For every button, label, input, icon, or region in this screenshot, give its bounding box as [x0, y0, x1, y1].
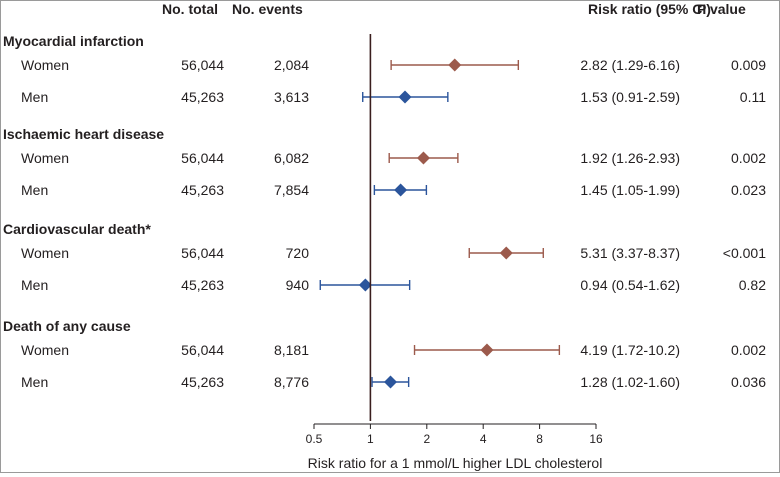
- row-label: Women: [21, 342, 69, 358]
- cell-risk-ratio: 1.92 (1.26-2.93): [580, 150, 680, 166]
- axis-tick-label: 2: [423, 432, 430, 446]
- cell-risk-ratio: 2.82 (1.29-6.16): [580, 57, 680, 73]
- cell-total: 56,044: [181, 245, 224, 261]
- cell-total: 56,044: [181, 342, 224, 358]
- point-estimate-diamond: [383, 375, 397, 389]
- cell-p-value: 0.82: [739, 277, 766, 293]
- cell-events: 8,181: [274, 342, 309, 358]
- cell-p-value: <0.001: [723, 245, 766, 261]
- header-p-value: P value: [697, 1, 746, 17]
- axis-tick-label: 4: [480, 432, 487, 446]
- cell-total: 45,263: [181, 374, 224, 390]
- axis-tick-label: 0.5: [306, 432, 323, 446]
- axis-tick-label: 16: [589, 432, 603, 446]
- cell-risk-ratio: 5.31 (3.37-8.37): [580, 245, 680, 261]
- axis-tick-label: 1: [367, 432, 374, 446]
- cell-p-value: 0.002: [731, 342, 766, 358]
- header-risk-ratio: Risk ratio (95% CI): [588, 1, 711, 17]
- cell-p-value: 0.009: [731, 57, 766, 73]
- row-label: Men: [21, 374, 48, 390]
- x-axis: 0.5 1 2 4 8 16: [306, 34, 603, 446]
- cell-events: 940: [286, 277, 310, 293]
- row-label: Women: [21, 150, 69, 166]
- cell-events: 2,084: [274, 57, 309, 73]
- cell-risk-ratio: 4.19 (1.72-10.2): [580, 342, 680, 358]
- point-estimate-diamond: [499, 246, 513, 260]
- cell-events: 7,854: [274, 182, 309, 198]
- cell-risk-ratio: 0.94 (0.54-1.62): [580, 277, 680, 293]
- cell-risk-ratio: 1.45 (1.05-1.99): [580, 182, 680, 198]
- cell-p-value: 0.036: [731, 374, 766, 390]
- row-label: Men: [21, 182, 48, 198]
- group-title: Myocardial infarction: [3, 33, 144, 49]
- row-label: Women: [21, 245, 69, 261]
- row-label: Men: [21, 277, 48, 293]
- cell-events: 6,082: [274, 150, 309, 166]
- cell-total: 45,263: [181, 277, 224, 293]
- point-estimate-diamond: [448, 58, 462, 72]
- point-estimate-diamond: [358, 278, 372, 292]
- group-title: Death of any cause: [3, 318, 131, 334]
- header-events: No. events: [232, 1, 303, 17]
- header-total: No. total: [162, 1, 218, 17]
- group-title: Cardiovascular death*: [3, 221, 151, 237]
- cell-p-value: 0.11: [740, 89, 766, 105]
- axis-tick-label: 8: [536, 432, 543, 446]
- cell-p-value: 0.002: [731, 150, 766, 166]
- cell-risk-ratio: 1.28 (1.02-1.60): [580, 374, 680, 390]
- cell-p-value: 0.023: [731, 182, 766, 198]
- point-estimate-diamond: [480, 343, 494, 357]
- point-estimate-diamond: [394, 183, 408, 197]
- row-label: Men: [21, 89, 48, 105]
- x-axis-label: Risk ratio for a 1 mmol/L higher LDL cho…: [308, 455, 603, 471]
- cell-events: 3,613: [274, 89, 309, 105]
- cell-total: 45,263: [181, 89, 224, 105]
- forest-rows: Myocardial infarction Women 56,044 2,084 2.8…: [3, 33, 766, 390]
- group-title: Ischaemic heart disease: [3, 126, 164, 142]
- cell-events: 720: [286, 245, 310, 261]
- cell-total: 56,044: [181, 57, 224, 73]
- cell-risk-ratio: 1.53 (0.91-2.59): [580, 89, 680, 105]
- point-estimate-diamond: [416, 151, 430, 165]
- cell-events: 8,776: [274, 374, 309, 390]
- cell-total: 56,044: [181, 150, 224, 166]
- point-estimate-diamond: [398, 90, 412, 104]
- cell-total: 45,263: [181, 182, 224, 198]
- row-label: Women: [21, 57, 69, 73]
